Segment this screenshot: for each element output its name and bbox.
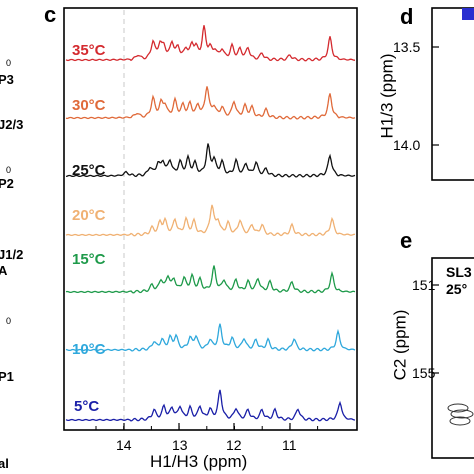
spectrum-trace xyxy=(65,204,356,237)
panel-d-ytick-135: 13.5 xyxy=(393,39,421,55)
x-tick-label-14: 14 xyxy=(116,437,132,453)
temperature-label-5: 5°C xyxy=(74,398,100,415)
cutoff-small-2: 0 xyxy=(6,316,12,326)
panel-d-frame xyxy=(431,7,474,181)
cutoff-label-j23: J2/3 xyxy=(0,117,24,132)
temperature-label-15: 15°C xyxy=(72,251,106,268)
panel-d-y-title: H1/3 (ppm) xyxy=(377,53,397,139)
cutoff-label-j12: J1/2 xyxy=(0,247,24,262)
spectrum-trace xyxy=(65,86,356,120)
panel-d-ytick-140: 14.0 xyxy=(393,137,421,153)
panel-e-ytick-151: 151 xyxy=(412,277,436,293)
panel-e-y-title: C2 (ppm) xyxy=(390,309,410,381)
cutoff-small-0: 0 xyxy=(6,58,12,68)
panel-e-box-text-2: 25° xyxy=(446,281,468,297)
spectrum-trace xyxy=(65,265,356,294)
panel-e-letter: e xyxy=(400,228,413,253)
temperature-label-35: 35°C xyxy=(72,42,106,59)
cutoff-label-p2: P2 xyxy=(0,176,14,191)
panel-c-letter: c xyxy=(44,2,57,27)
panel-d-legend-swatch xyxy=(462,8,474,20)
x-tick-label-13: 13 xyxy=(172,437,188,453)
panel-e-frame xyxy=(431,257,474,459)
cutoff-label-a: A xyxy=(0,263,8,278)
x-axis-title: H1/H3 (ppm) xyxy=(150,452,248,471)
temperature-label-10: 10°C xyxy=(72,341,106,358)
spectrum-trace xyxy=(65,389,356,422)
spectrum-trace xyxy=(65,25,355,62)
panel-d-letter: d xyxy=(400,4,414,29)
cutoff-label-p1: P1 xyxy=(0,369,14,384)
spectra-group xyxy=(65,25,356,422)
temperature-label-20: 20°C xyxy=(72,207,106,224)
cutoff-label-al: al xyxy=(0,456,9,471)
x-tick-label-12: 12 xyxy=(226,437,242,453)
panel-e-ytick-155: 155 xyxy=(412,365,436,381)
panel-e-box-text-1: SL3 xyxy=(446,264,472,280)
spectrum-trace xyxy=(65,323,356,352)
panel-c-frame xyxy=(63,7,358,431)
cutoff-small-1: 0 xyxy=(6,165,12,175)
molecule-glyph xyxy=(447,403,474,426)
spectrum-trace xyxy=(65,143,356,178)
temperature-label-30: 30°C xyxy=(72,97,106,114)
temperature-label-25: 25°C xyxy=(72,162,106,179)
cutoff-label-p3: P3 xyxy=(0,72,14,87)
x-axis xyxy=(95,423,319,430)
x-tick-label-11: 11 xyxy=(282,437,297,453)
